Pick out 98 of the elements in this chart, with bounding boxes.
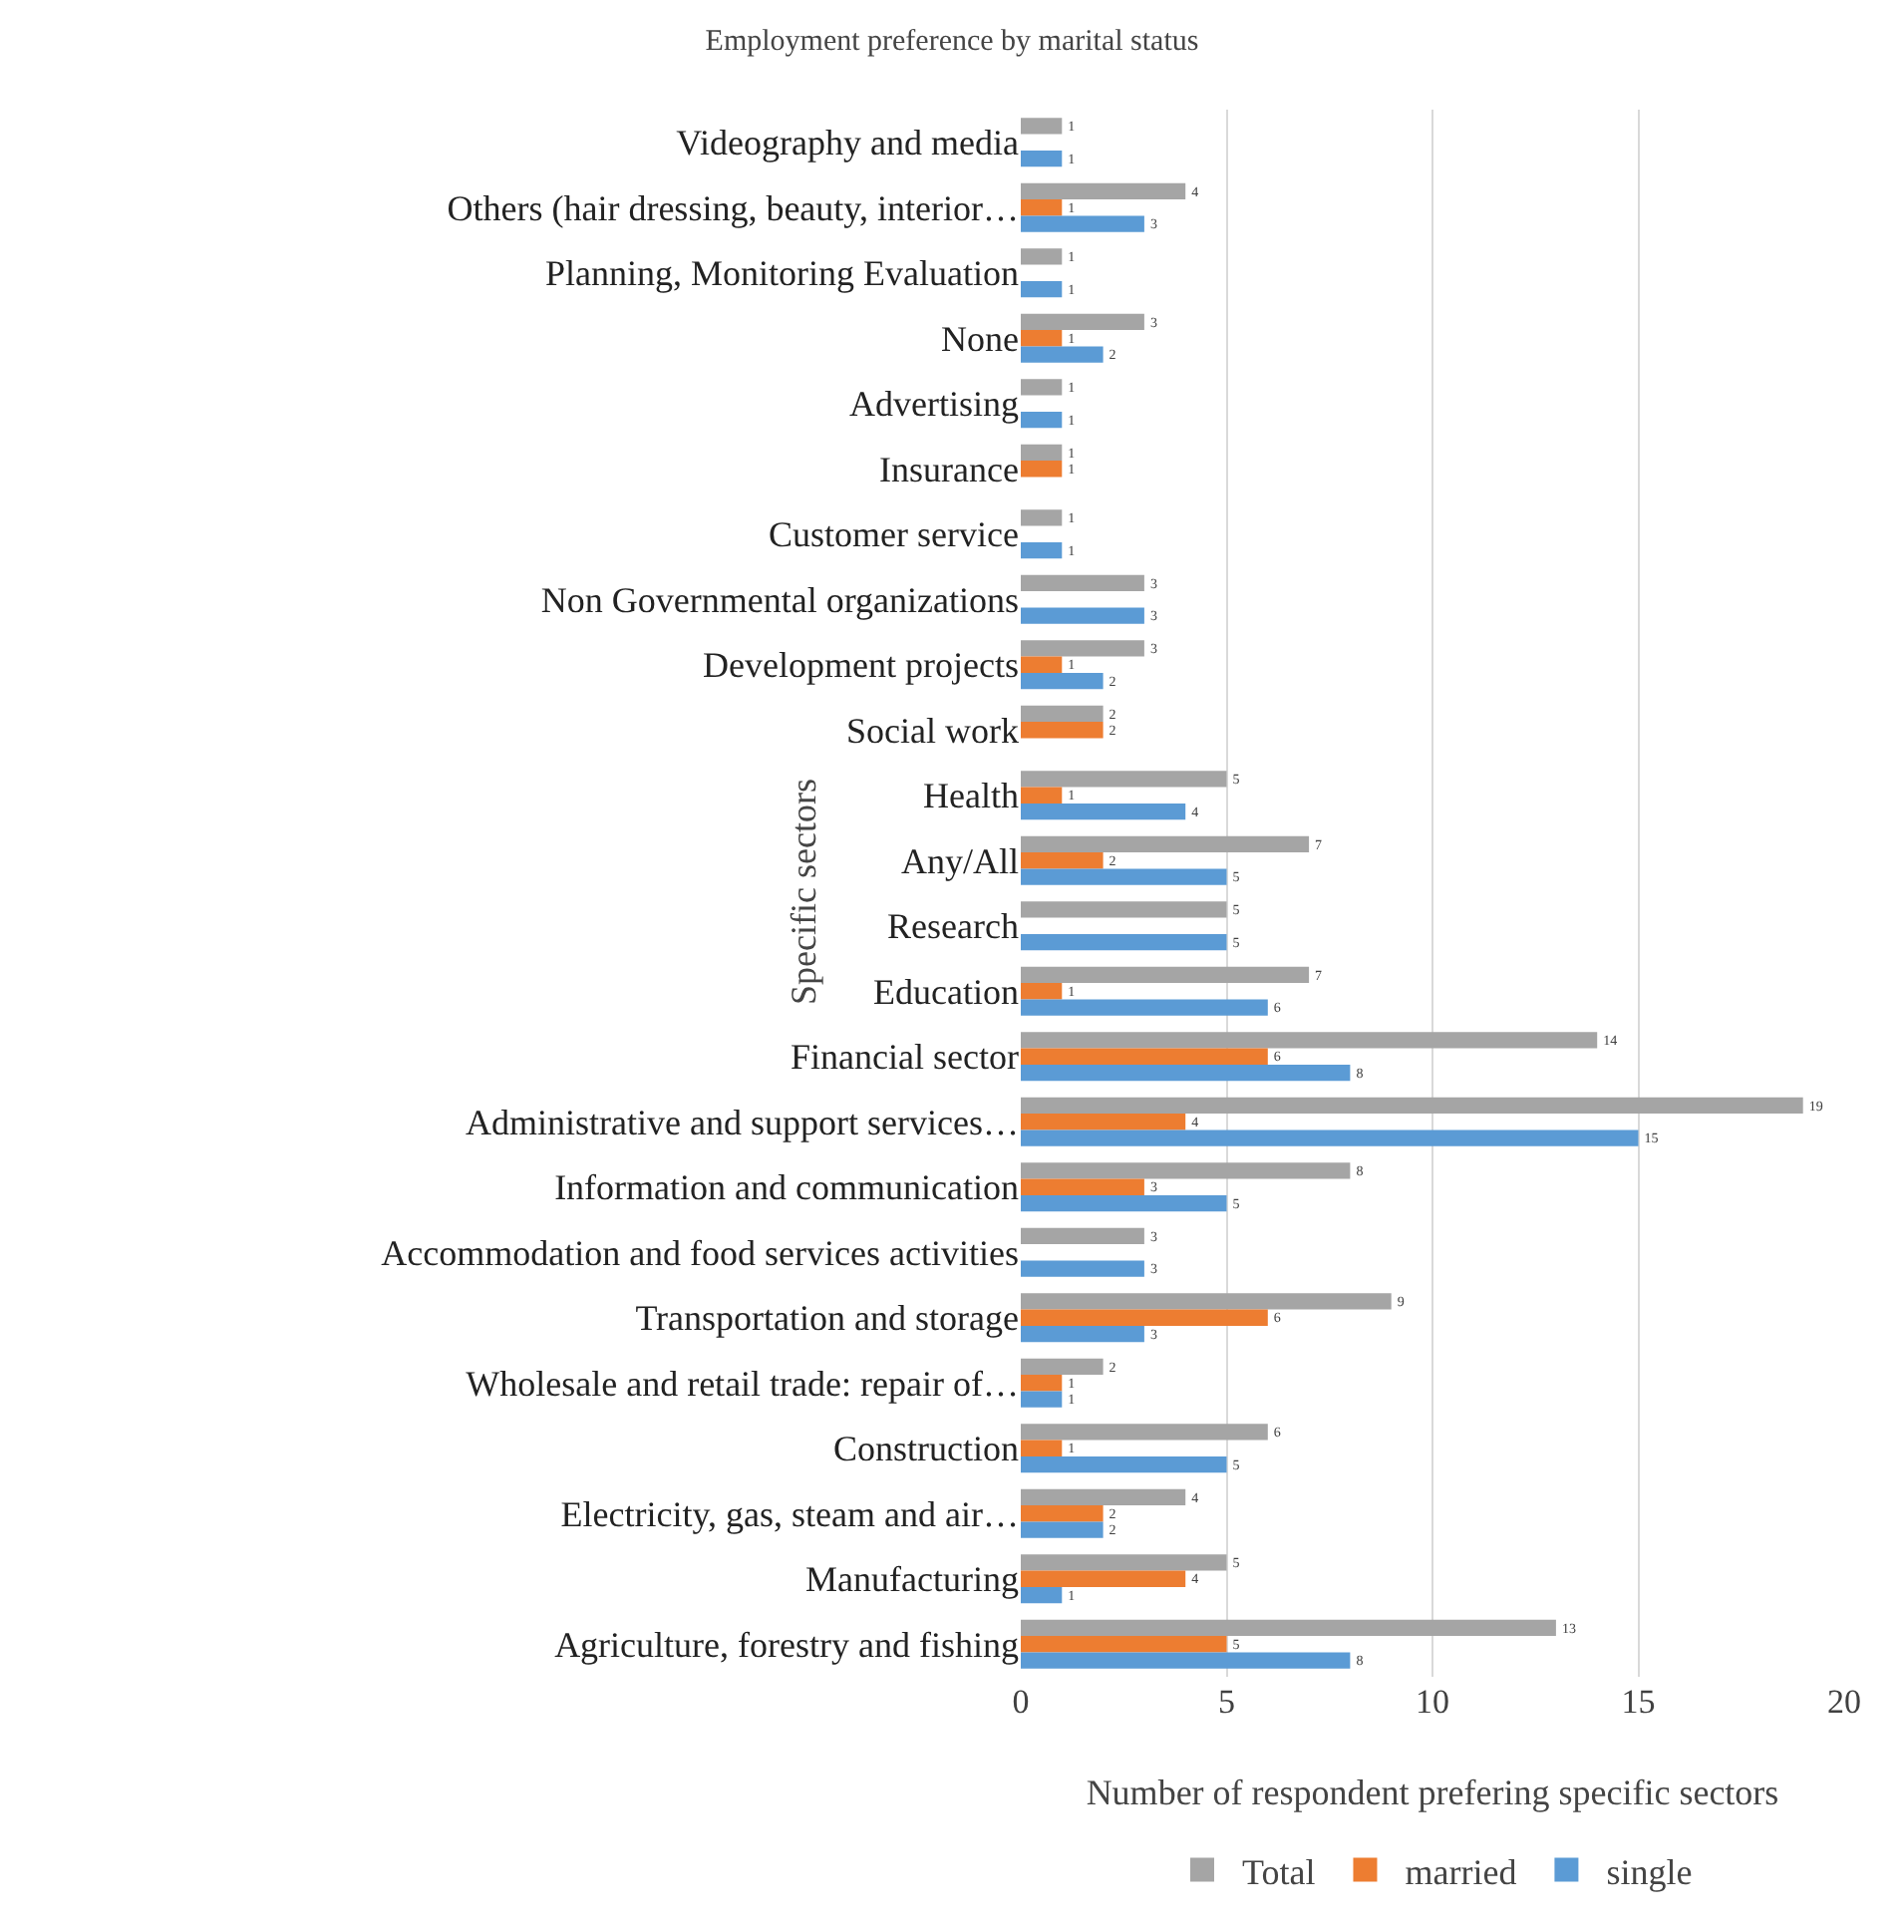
y-tick-label: Agriculture, forestry and fishing <box>554 1624 1019 1665</box>
bar <box>1021 118 1063 135</box>
bar <box>1021 966 1310 984</box>
bar <box>1021 868 1227 885</box>
bar <box>1021 1309 1268 1326</box>
bar <box>1021 983 1063 1000</box>
bar <box>1021 607 1144 624</box>
y-tick-label: Accommodation and food services activities <box>381 1232 1019 1273</box>
bar <box>1021 444 1063 462</box>
bar <box>1021 722 1104 739</box>
bar <box>1021 1178 1144 1195</box>
bar <box>1021 248 1063 265</box>
x-axis-title: Number of respondent prefering specific sectors <box>1086 1772 1779 1812</box>
y-tick-label: Administrative and support services… <box>466 1102 1019 1142</box>
y-tick-label: Insurance <box>879 449 1020 489</box>
bar <box>1021 787 1063 804</box>
bar <box>1021 933 1227 951</box>
bar <box>1021 1505 1104 1522</box>
bar <box>1021 1325 1144 1343</box>
y-tick-label: Wholesale and retail trade: repair of… <box>466 1363 1019 1404</box>
bar <box>1021 1391 1063 1408</box>
legend-label: married <box>1405 1851 1517 1892</box>
y-axis-title: Specific sectors <box>784 779 823 1005</box>
bar <box>1021 803 1186 820</box>
legend-label: Total <box>1242 1851 1316 1892</box>
bar <box>1021 1129 1639 1146</box>
bar <box>1021 313 1144 331</box>
y-tick-label: Social work <box>846 710 1019 751</box>
bar <box>1021 1424 1268 1441</box>
bar <box>1021 640 1144 657</box>
bar <box>1021 150 1063 167</box>
bar <box>1021 1375 1063 1392</box>
y-tick-label: Research <box>887 906 1019 947</box>
y-tick-label: Customer service <box>769 514 1020 555</box>
bar <box>1021 1194 1227 1212</box>
bar <box>1021 346 1104 363</box>
bar <box>1021 199 1063 216</box>
y-tick-label: Construction <box>833 1429 1019 1469</box>
y-tick-label: Any/All <box>900 840 1019 881</box>
bar <box>1021 411 1063 429</box>
bar <box>1021 1488 1186 1506</box>
bar <box>1021 182 1186 200</box>
bar <box>1021 1521 1104 1538</box>
y-tick-label: Others (hair dressing, beauty, interior… <box>447 187 1019 228</box>
bar <box>1021 1652 1351 1669</box>
bar <box>1021 1114 1186 1130</box>
bar <box>1021 1554 1227 1571</box>
bar <box>1021 1064 1351 1082</box>
bar <box>1021 574 1144 592</box>
bar <box>1021 1358 1104 1376</box>
y-tick-label: Non Governmental organizations <box>540 579 1019 620</box>
x-tick-label: 20 <box>1827 1683 1861 1721</box>
bar <box>1021 1440 1063 1456</box>
y-tick-label: Electricity, gas, steam and air… <box>560 1493 1019 1534</box>
bar <box>1021 509 1063 526</box>
y-tick-label: Planning, Monitoring Evaluation <box>545 253 1019 294</box>
y-tick-label: Health <box>923 776 1019 816</box>
bar <box>1021 999 1268 1016</box>
y-tick-label: Information and communication <box>554 1167 1019 1208</box>
bar <box>1021 852 1104 869</box>
bar <box>1021 1293 1392 1310</box>
bar <box>1021 656 1063 673</box>
x-tick-label: 5 <box>1218 1683 1235 1721</box>
bar <box>1021 1260 1144 1277</box>
y-tick-label: Financial sector <box>791 1037 1019 1078</box>
bar <box>1021 1162 1351 1179</box>
x-tick-label: 10 <box>1416 1683 1449 1721</box>
bar <box>1021 280 1063 298</box>
y-tick-label: None <box>941 318 1019 359</box>
chart-title: Employment preference by marital status <box>705 26 1199 59</box>
bar <box>1021 215 1144 232</box>
bar <box>1021 1570 1186 1587</box>
bar <box>1021 705 1104 723</box>
x-tick-label: 0 <box>1012 1683 1030 1721</box>
y-tick-label: Education <box>873 971 1019 1012</box>
bar <box>1021 771 1227 788</box>
bar <box>1021 1097 1803 1115</box>
bar <box>1021 1619 1556 1637</box>
y-tick-label: Videography and media <box>676 123 1019 163</box>
y-tick-label: Advertising <box>849 384 1019 425</box>
bar <box>1021 901 1227 918</box>
bar <box>1021 330 1063 347</box>
bar <box>1021 541 1063 559</box>
bar <box>1021 672 1104 690</box>
y-tick-label: Manufacturing <box>805 1559 1019 1600</box>
bar <box>1021 835 1310 853</box>
bar <box>1021 1227 1144 1245</box>
y-tick-label: Development projects <box>703 645 1019 686</box>
y-tick-label: Transportation and storage <box>635 1298 1020 1339</box>
bar <box>1021 1586 1063 1604</box>
legend-label: single <box>1606 1851 1693 1892</box>
bar <box>1021 1636 1227 1653</box>
bar <box>1021 1032 1598 1049</box>
bar <box>1021 461 1063 478</box>
bar <box>1021 379 1063 396</box>
bar <box>1021 1048 1268 1065</box>
bar <box>1021 1455 1227 1473</box>
x-tick-label: 15 <box>1621 1683 1656 1721</box>
